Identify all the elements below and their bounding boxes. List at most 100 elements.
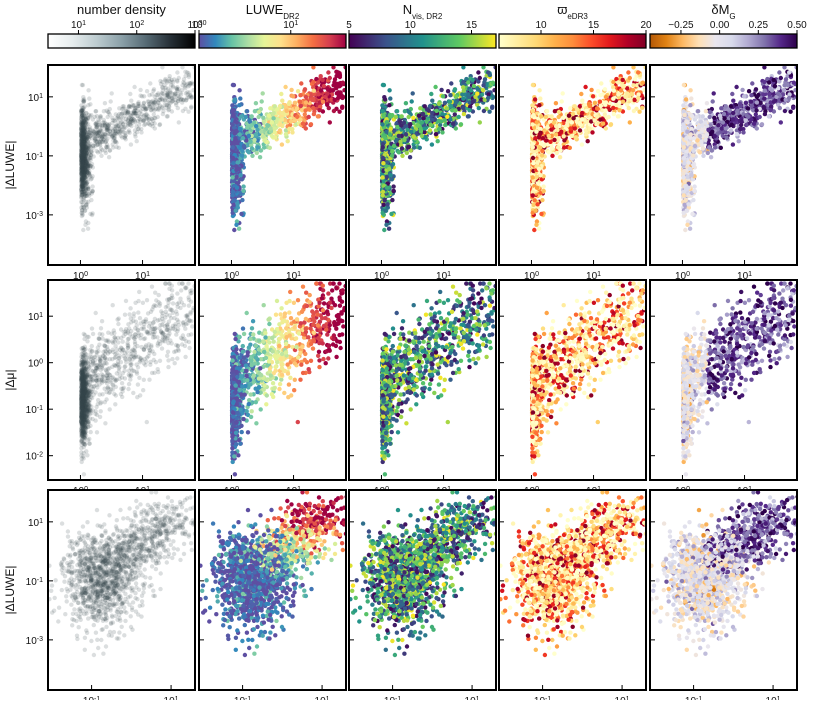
point [405,128,409,132]
point [83,209,87,213]
point [273,135,277,139]
point [129,117,133,121]
point [395,109,399,113]
point [421,112,425,116]
point [87,96,91,100]
point [280,99,284,103]
point [83,130,87,134]
point [311,106,315,110]
point [138,88,142,92]
point [237,227,241,231]
point [284,109,288,113]
point [160,97,164,101]
point [87,132,91,136]
colorbar-dmg-ticklabel-1: 0.00 [710,20,730,31]
point [180,88,184,92]
point [390,198,394,202]
point [291,94,295,98]
point [152,112,156,116]
colorbar-parallax-title: ϖeDR3 [557,2,588,21]
point [394,115,398,119]
colorbar-dmg-ticklabel-0: −0.25 [668,20,694,31]
point [400,154,404,158]
point [418,106,422,110]
point [307,115,311,119]
point [114,123,118,127]
point [265,123,269,127]
point [449,104,453,108]
point [303,112,307,116]
point [287,127,291,131]
point [80,113,84,117]
point [122,126,126,130]
point [437,102,441,106]
point [471,78,475,82]
point [388,173,392,177]
point [145,89,149,93]
point [239,114,243,118]
point [190,81,194,85]
point [383,136,387,140]
point [103,132,107,136]
point [333,77,337,81]
point [238,173,242,177]
point [152,87,156,91]
point [128,123,132,127]
point [86,103,90,107]
point [443,118,447,122]
point [316,92,320,96]
point [389,114,393,118]
point [80,145,84,149]
colorbar-density-bar [48,34,195,48]
point [106,110,110,114]
point [110,116,114,120]
point [486,96,490,100]
point [233,136,237,140]
point [240,149,244,153]
point [301,122,305,126]
colorbar-dmg-ticklabel-2: 0.25 [749,20,769,31]
point [80,193,84,197]
point [445,106,449,110]
colorbar-parallax-ticklabel-1: 15 [588,20,600,31]
point [341,81,345,85]
point [80,109,84,113]
point [168,88,172,92]
point [185,96,189,100]
point [170,100,174,104]
point [283,85,287,89]
point [328,76,332,80]
point [111,145,115,149]
point [462,89,466,93]
point [104,128,108,132]
point [402,138,406,142]
point [385,120,389,124]
point [385,160,389,164]
point [390,149,394,153]
colorbar-luwe_dr2-ticklabel-1: 101 [283,20,298,32]
point [99,114,103,118]
point [128,92,132,96]
point [233,198,237,202]
point [84,120,88,124]
point [466,80,470,84]
point [280,111,284,115]
colorbar-parallax-ticklabel-2: 20 [640,20,652,31]
point [230,103,234,107]
point [430,142,434,146]
point [436,139,440,143]
point [429,123,433,127]
point [449,81,453,85]
point [142,101,146,105]
point [475,92,479,96]
point [231,83,235,87]
point [237,88,241,92]
point [304,100,308,104]
point [166,108,170,112]
point [262,134,266,138]
point [240,153,244,157]
point [481,83,485,87]
point [185,70,189,74]
